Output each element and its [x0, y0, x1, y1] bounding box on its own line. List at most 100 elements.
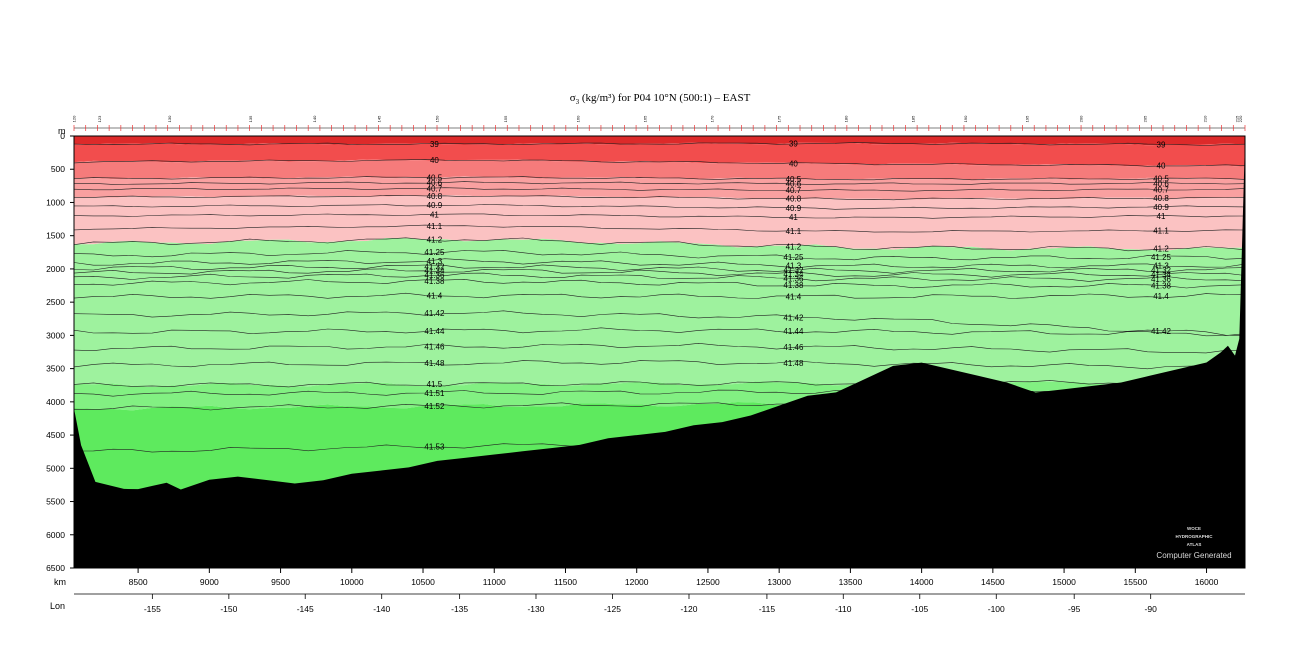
- contour-label: 41.44: [783, 327, 804, 336]
- fill-band: [74, 136, 1245, 146]
- watermark-line-1: WOCE: [1187, 526, 1201, 531]
- distance-axis: 8500 9000 9500 10000 10500 11000 11500 12000 125…: [129, 568, 1219, 587]
- contour-line: [74, 158, 1245, 167]
- contour-label: 41.32: [424, 262, 445, 271]
- watermark-line-4: Computer Generated: [1156, 551, 1231, 560]
- contour-label: 41.51: [424, 389, 445, 398]
- lon-tick-label: -135: [451, 604, 468, 614]
- contour-label: 40.6: [786, 180, 802, 189]
- contour-label: 41.3: [427, 257, 443, 266]
- contour-line: [74, 176, 1245, 181]
- contour-label: 41.52: [424, 402, 445, 411]
- contour-label: 40: [1157, 162, 1166, 171]
- contour-line: [74, 258, 1245, 269]
- contour-label: 41.4: [786, 293, 802, 302]
- contour-line: [74, 194, 1245, 201]
- x-tick-label: 9000: [200, 577, 219, 587]
- contour-label: 40.5: [427, 173, 443, 182]
- contour-label: 40.7: [786, 186, 802, 195]
- x-tick-label: 10500: [411, 577, 435, 587]
- seafloor-bathymetry: [74, 139, 1245, 568]
- contour-label: 41.48: [424, 359, 445, 368]
- contour-label: 41.25: [783, 253, 804, 262]
- y-tick-label: 1000: [46, 197, 65, 207]
- contour-label: 41.42: [783, 313, 804, 322]
- lon-tick-label: -130: [527, 604, 544, 614]
- watermark-line-2: HYDROGRAPHIC: [1175, 534, 1213, 539]
- contour-label: 40.9: [427, 201, 443, 210]
- contour-label: 41.42: [1151, 327, 1172, 336]
- station-label: 135: [248, 115, 253, 122]
- plot-frame: [73, 135, 1246, 569]
- contour-line: [74, 142, 1245, 146]
- contour-label: 41.2: [427, 235, 443, 244]
- y-tick-label: 4500: [46, 430, 65, 440]
- x-tick-label: 12000: [625, 577, 649, 587]
- station-label: 175: [777, 115, 782, 122]
- contour-label: 40.7: [427, 185, 443, 194]
- contour-line: [74, 264, 1245, 274]
- contour-label: 41.1: [1153, 227, 1169, 236]
- y-tick-label: 1500: [46, 231, 65, 241]
- contour-label: 40.8: [1153, 194, 1169, 203]
- lon-tick-label: -150: [220, 604, 237, 614]
- contour-label: 41.38: [783, 281, 804, 290]
- y-tick-label: 3000: [46, 330, 65, 340]
- station-label: 155: [503, 115, 508, 122]
- y-tick-label: 3500: [46, 364, 65, 374]
- station-label: 220: [1238, 115, 1243, 122]
- y-tick-label: 6500: [46, 563, 65, 573]
- station-label: 130: [167, 115, 172, 122]
- station-label: 120: [71, 115, 76, 122]
- x-tick-label: 12500: [696, 577, 720, 587]
- contour-line: [74, 278, 1245, 289]
- contour-label: 40.6: [1153, 179, 1169, 188]
- contour-line: [74, 360, 1245, 370]
- contour-label: 40.9: [1153, 203, 1169, 212]
- x-tick-label: 10000: [340, 577, 364, 587]
- contour-label: 41.32: [783, 266, 804, 275]
- y-tick-label: 4000: [46, 397, 65, 407]
- x-tick-label: 13500: [839, 577, 863, 587]
- contour-label: 41.36: [783, 274, 804, 283]
- y-tick-label: 6000: [46, 530, 65, 540]
- contour-label: 39: [789, 139, 798, 148]
- contour-line: [74, 268, 1245, 278]
- y-tick-label: 500: [51, 164, 65, 174]
- x-tick-label: 16000: [1195, 577, 1219, 587]
- contour-label: 41.38: [1151, 282, 1172, 291]
- contour-label: 40: [430, 156, 439, 165]
- y-tick-label: 5000: [46, 463, 65, 473]
- lon-tick-label: -110: [835, 604, 852, 614]
- contour-label: 40.8: [786, 195, 802, 204]
- contour-label: 41.25: [424, 248, 445, 257]
- station-label: 190: [963, 115, 968, 122]
- contour-label: 41.3: [786, 261, 802, 270]
- fill-band: [74, 195, 1245, 251]
- contour-line: [74, 342, 1245, 354]
- contour-line: [74, 292, 1245, 299]
- station-label: 215: [1235, 115, 1240, 122]
- contour-line: [74, 310, 1245, 336]
- y-unit-label: m: [58, 126, 66, 136]
- contour-label: 41.1: [427, 222, 443, 231]
- contour-label: 41.2: [786, 242, 802, 251]
- lon-tick-label: -125: [604, 604, 621, 614]
- x-tick-label: 11000: [483, 577, 506, 587]
- density-contours: [74, 142, 1245, 453]
- contour-label: 41.4: [427, 292, 443, 301]
- contour-label: 40.6: [427, 179, 443, 188]
- contour-line: [74, 272, 1245, 282]
- contour-label: 41.4: [1153, 292, 1169, 301]
- contour-label: 41.34: [1151, 270, 1172, 279]
- contour-label: 41.36: [1151, 275, 1172, 284]
- station-label: 150: [435, 115, 440, 122]
- station-label: 185: [910, 115, 915, 122]
- lon-tick-label: -145: [297, 604, 314, 614]
- fill-band: [74, 142, 1245, 167]
- contour-line: [74, 237, 1245, 252]
- x-tick-label: 15000: [1052, 577, 1076, 587]
- fill-band: [74, 176, 1245, 200]
- lon-tick-label: -140: [373, 604, 390, 614]
